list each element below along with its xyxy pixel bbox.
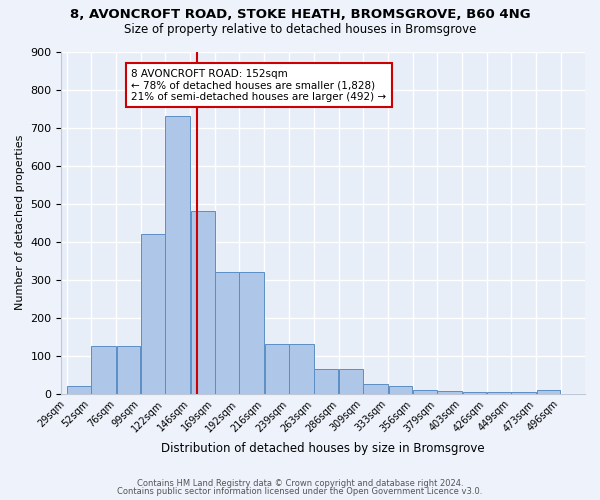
- Bar: [166, 116, 190, 394]
- Bar: [413, 390, 437, 394]
- Bar: [463, 392, 487, 394]
- Text: Contains HM Land Registry data © Crown copyright and database right 2024.: Contains HM Land Registry data © Crown c…: [137, 478, 463, 488]
- Bar: [314, 369, 338, 394]
- Text: Size of property relative to detached houses in Bromsgrove: Size of property relative to detached ho…: [124, 22, 476, 36]
- Bar: [339, 369, 362, 394]
- Bar: [91, 346, 116, 394]
- Bar: [215, 272, 239, 394]
- Y-axis label: Number of detached properties: Number of detached properties: [15, 135, 25, 310]
- Bar: [363, 384, 388, 394]
- Bar: [536, 390, 560, 394]
- Bar: [511, 392, 536, 394]
- Bar: [141, 234, 165, 394]
- Bar: [389, 386, 412, 394]
- Bar: [437, 391, 462, 394]
- X-axis label: Distribution of detached houses by size in Bromsgrove: Distribution of detached houses by size …: [161, 442, 485, 455]
- Text: Contains public sector information licensed under the Open Government Licence v3: Contains public sector information licen…: [118, 487, 482, 496]
- Text: 8 AVONCROFT ROAD: 152sqm
← 78% of detached houses are smaller (1,828)
21% of sem: 8 AVONCROFT ROAD: 152sqm ← 78% of detach…: [131, 68, 386, 102]
- Bar: [191, 212, 215, 394]
- Bar: [116, 346, 140, 394]
- Text: 8, AVONCROFT ROAD, STOKE HEATH, BROMSGROVE, B60 4NG: 8, AVONCROFT ROAD, STOKE HEATH, BROMSGRO…: [70, 8, 530, 20]
- Bar: [67, 386, 91, 394]
- Bar: [239, 272, 264, 394]
- Bar: [265, 344, 289, 394]
- Bar: [487, 392, 511, 394]
- Bar: [289, 344, 314, 394]
